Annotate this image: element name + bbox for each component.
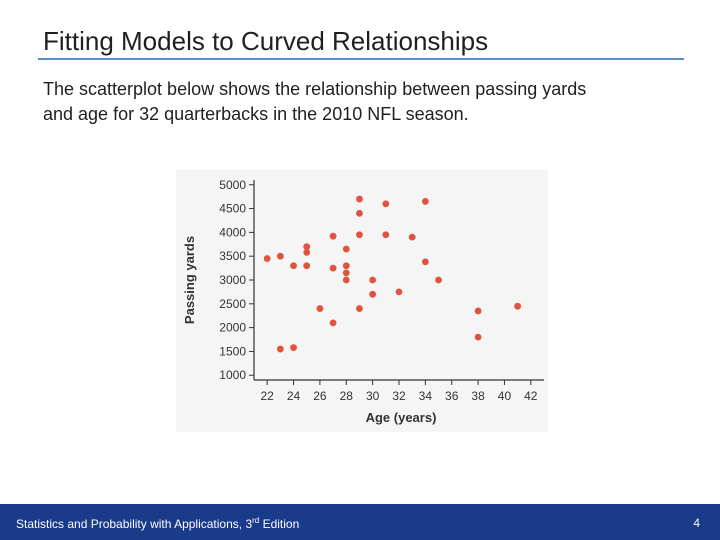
data-point [382, 200, 390, 208]
data-point [276, 345, 284, 353]
data-point [329, 232, 337, 240]
title-rule [38, 58, 684, 60]
x-tick-label: 26 [313, 389, 327, 403]
data-point [421, 258, 429, 266]
body-line-1: The scatterplot below shows the relation… [43, 79, 587, 99]
data-point [263, 255, 271, 262]
x-tick-label: 32 [392, 389, 406, 403]
footer-text: Statistics and Probability with Applicat… [16, 516, 299, 531]
data-point [303, 262, 311, 270]
y-tick-label: 5000 [219, 178, 246, 192]
x-tick-label: 30 [366, 389, 380, 403]
y-tick-label: 3000 [219, 273, 246, 287]
body-line-2: and age for 32 quarterbacks in the 2010 … [43, 104, 469, 124]
data-point [474, 333, 482, 341]
data-point [342, 276, 350, 284]
footer-edition-word: Edition [259, 517, 300, 531]
data-point [329, 319, 337, 327]
y-tick-label: 1000 [219, 368, 246, 382]
data-point [395, 288, 403, 296]
data-point [303, 243, 311, 251]
data-point [514, 302, 522, 310]
y-tick-label: 4500 [219, 202, 246, 216]
x-tick-label: 36 [445, 389, 459, 403]
data-point [474, 307, 482, 315]
footer-bar: Statistics and Probability with Applicat… [0, 504, 720, 540]
data-point [276, 252, 284, 260]
data-point [342, 269, 350, 277]
data-point [342, 245, 350, 253]
y-axis-title: Passing yards [182, 236, 197, 324]
body-text: The scatterplot below shows the relation… [43, 77, 683, 127]
x-tick-label: 24 [287, 389, 301, 403]
x-tick-label: 38 [471, 389, 485, 403]
y-tick-label: 3500 [219, 249, 246, 263]
data-point [408, 233, 416, 241]
data-point [316, 305, 324, 312]
y-tick-label: 1500 [219, 344, 246, 358]
footer-edition-suffix: rd [252, 516, 260, 525]
footer-book-title: Statistics and Probability with Applicat… [16, 517, 253, 531]
data-point [290, 344, 297, 352]
scatterplot: 1000 1500 2000 2500 3000 3500 4000 4500 5000 22 24… [182, 178, 544, 425]
data-point [342, 262, 350, 270]
data-point [421, 198, 429, 205]
x-tick-label: 42 [524, 389, 538, 403]
x-tick-label: 40 [498, 389, 512, 403]
y-tick-label: 2000 [219, 321, 246, 335]
x-tick-label: 22 [261, 389, 275, 403]
data-point [290, 262, 297, 270]
data-point [356, 195, 363, 203]
x-axis-title: Age (years) [366, 410, 437, 425]
y-tick-label: 4000 [219, 225, 246, 239]
data-point [369, 276, 377, 284]
slide-title: Fitting Models to Curved Relationships [43, 26, 489, 56]
scatterplot-panel: 1000 1500 2000 2500 3000 3500 4000 4500 5000 22 24… [176, 170, 548, 432]
data-point [356, 231, 363, 239]
data-point [329, 264, 337, 272]
data-point [435, 276, 442, 284]
x-tick-label: 34 [419, 389, 433, 403]
y-tick-label: 2500 [219, 297, 246, 311]
x-tick-label: 28 [340, 389, 354, 403]
data-point [382, 231, 390, 239]
data-point [369, 290, 377, 298]
data-point [303, 248, 311, 256]
data-point [356, 209, 363, 217]
page-number: 4 [693, 516, 700, 530]
data-point [356, 305, 363, 312]
